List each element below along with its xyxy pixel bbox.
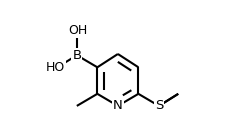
Text: N: N [112, 99, 122, 112]
Text: B: B [72, 49, 81, 62]
Text: OH: OH [68, 24, 87, 37]
Text: S: S [154, 99, 162, 112]
Text: HO: HO [45, 61, 64, 74]
